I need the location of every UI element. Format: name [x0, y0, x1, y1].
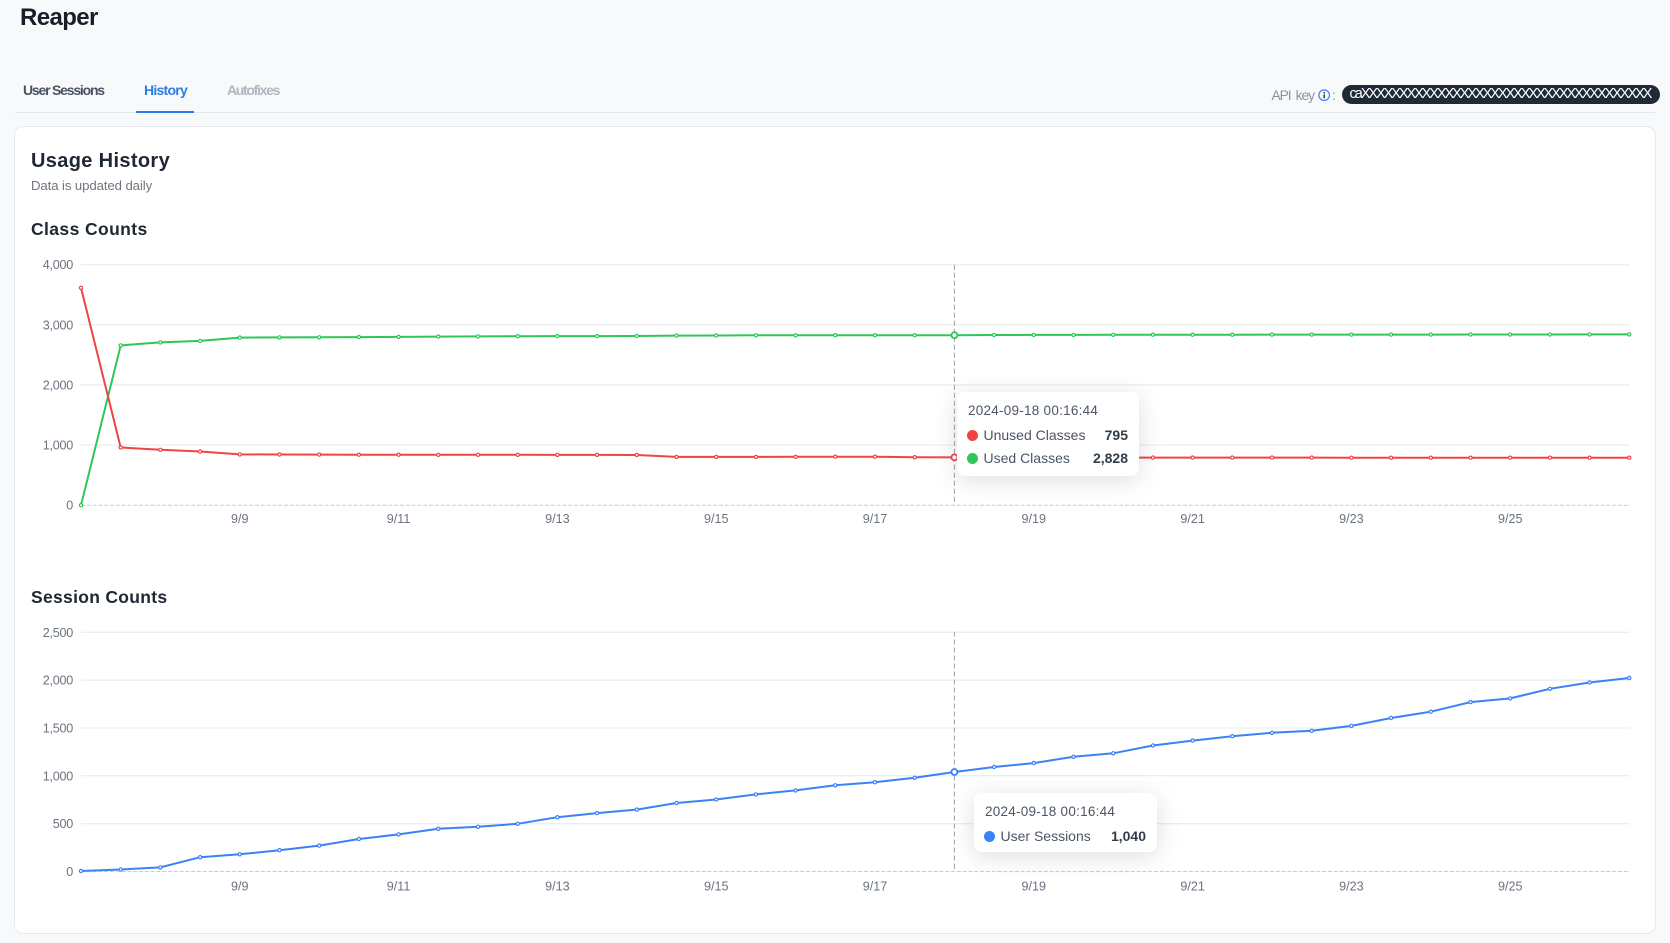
- svg-text:9/17: 9/17: [863, 879, 888, 893]
- svg-text:3,000: 3,000: [43, 318, 74, 332]
- svg-text:2,500: 2,500: [43, 626, 74, 640]
- svg-text:0: 0: [66, 865, 73, 879]
- svg-text:9/9: 9/9: [231, 512, 249, 526]
- svg-text:500: 500: [53, 817, 74, 831]
- svg-text:9/19: 9/19: [1022, 879, 1047, 893]
- svg-text:9/19: 9/19: [1022, 512, 1047, 526]
- svg-text:0: 0: [66, 499, 73, 513]
- svg-text:9/13: 9/13: [545, 512, 570, 526]
- svg-text:9/23: 9/23: [1339, 512, 1364, 526]
- svg-text:4,000: 4,000: [43, 258, 74, 272]
- svg-text:9/21: 9/21: [1180, 512, 1205, 526]
- svg-text:2,000: 2,000: [43, 674, 74, 688]
- svg-text:1,500: 1,500: [43, 722, 74, 736]
- svg-text:1,000: 1,000: [43, 769, 74, 783]
- svg-text:1,000: 1,000: [43, 439, 74, 453]
- svg-text:9/11: 9/11: [387, 512, 411, 526]
- svg-text:9/9: 9/9: [231, 879, 249, 893]
- svg-text:2,000: 2,000: [43, 378, 74, 392]
- svg-text:9/13: 9/13: [545, 879, 570, 893]
- svg-text:9/25: 9/25: [1498, 879, 1523, 893]
- svg-text:9/21: 9/21: [1180, 879, 1205, 893]
- svg-text:9/23: 9/23: [1339, 879, 1364, 893]
- svg-text:9/11: 9/11: [387, 879, 411, 893]
- svg-text:9/15: 9/15: [704, 879, 729, 893]
- svg-text:9/25: 9/25: [1498, 512, 1523, 526]
- svg-text:9/17: 9/17: [863, 512, 888, 526]
- svg-text:9/15: 9/15: [704, 512, 729, 526]
